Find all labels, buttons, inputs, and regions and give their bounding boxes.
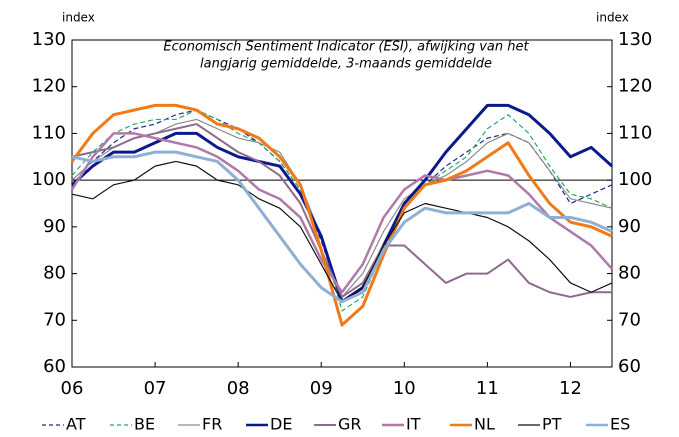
x-tick-label: 10	[393, 378, 416, 399]
legend-label: GR	[338, 415, 362, 434]
y2-tick-label: 120	[618, 76, 652, 97]
legend-label: AT	[66, 415, 86, 434]
y2-tick-label: 100	[618, 169, 652, 190]
y-tick-label: 130	[32, 29, 66, 50]
chart-title: Economisch Sentiment Indicator (ESI), af…	[163, 40, 529, 55]
x-tick-label: 06	[61, 378, 84, 399]
legend-label: IT	[406, 415, 421, 434]
plot-frame	[71, 39, 613, 368]
series-line	[71, 109, 613, 312]
legend-label: DE	[270, 415, 292, 434]
legend-label: BE	[134, 415, 155, 434]
chart-subtitle: langjarig gemiddelde, 3-maands gemiddeld…	[200, 57, 492, 72]
x-tick-label: 11	[476, 378, 499, 399]
x-tick-label: 08	[227, 378, 250, 399]
x-tick-label: 07	[144, 378, 167, 399]
y2-axis-label: index	[596, 11, 629, 25]
legend-label: ES	[610, 415, 630, 434]
y-tick-label: 120	[32, 76, 66, 97]
y-tick-label: 70	[43, 309, 66, 330]
y2-tick-label: 80	[618, 263, 641, 284]
x-tick-label: 12	[559, 378, 582, 399]
y-axis-label: index	[62, 11, 95, 25]
series-line	[71, 150, 613, 304]
y2-tick-label: 110	[618, 122, 652, 143]
y-tick-label: 110	[32, 122, 66, 143]
y2-tick-label: 130	[618, 29, 652, 50]
legend-label: PT	[542, 415, 562, 434]
y-tick-label: 80	[43, 263, 66, 284]
series-line	[71, 118, 613, 298]
y2-tick-label: 90	[618, 216, 641, 237]
series-line	[70, 103, 613, 327]
x-tick-label: 09	[310, 378, 333, 399]
legend-label: FR	[202, 415, 222, 434]
y-tick-label: 100	[32, 169, 66, 190]
y-tick-label: 60	[43, 356, 66, 377]
y2-tick-label: 60	[618, 356, 641, 377]
legend-label: NL	[474, 415, 495, 434]
series-line	[71, 123, 612, 298]
series-line	[70, 132, 613, 294]
y2-tick-label: 70	[618, 309, 641, 330]
y-tick-label: 90	[43, 216, 66, 237]
series-line	[71, 160, 613, 303]
